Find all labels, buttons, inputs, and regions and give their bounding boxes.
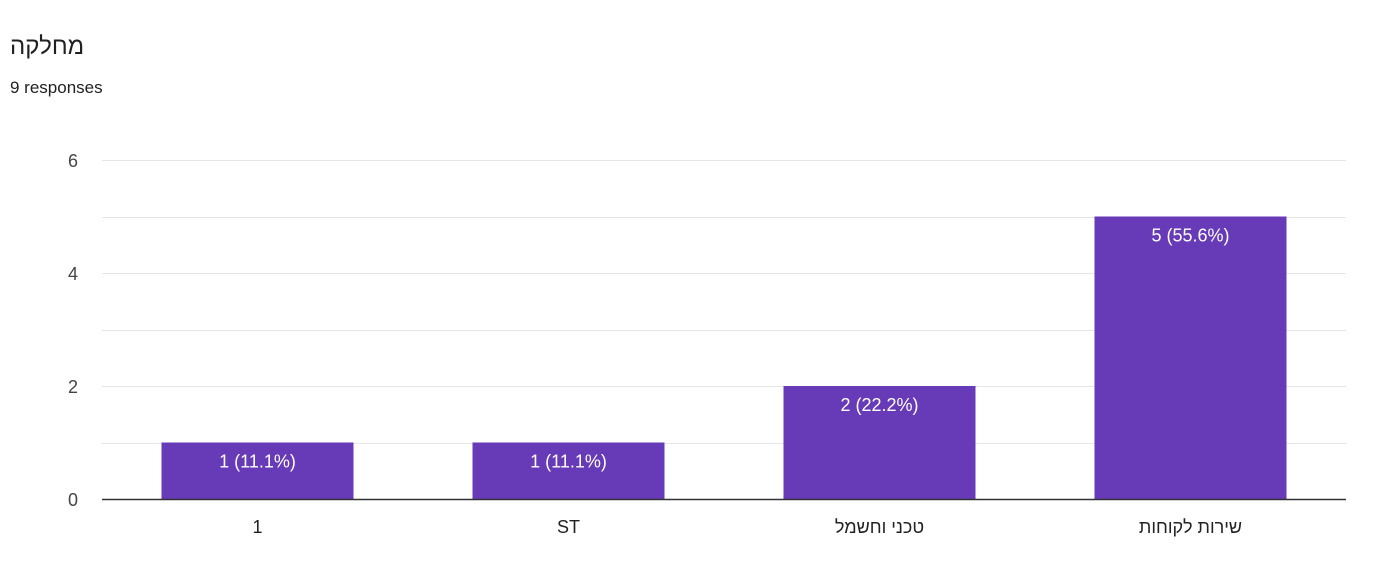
bar-data-label: 2 (22.2%) <box>840 395 918 415</box>
bar-data-label: 1 (11.1%) <box>219 452 296 472</box>
response-count: 9 responses <box>10 78 103 97</box>
bar-data-label: 5 (55.6%) <box>1151 226 1229 246</box>
y-tick-label: 2 <box>68 377 78 397</box>
y-tick-label: 6 <box>68 151 78 171</box>
x-category-label: ST <box>557 517 580 537</box>
bar <box>161 442 354 499</box>
bar <box>1094 216 1287 499</box>
x-category-label: 1 <box>252 517 262 537</box>
labels: 0 2 4 6 1 (11.1%) 1 1 (11.1%) ST 2 (22.2%) טכני ו… <box>68 151 1242 537</box>
bar <box>783 386 976 499</box>
y-tick-label: 0 <box>68 490 78 510</box>
x-category-label: טכני וחשמל <box>835 517 924 537</box>
bar-data-label: 1 (11.1%) <box>530 452 607 472</box>
x-category-label: שירות לקוחות <box>1139 517 1242 537</box>
bars <box>161 216 1287 499</box>
bar <box>472 442 665 499</box>
y-tick-label: 4 <box>68 264 78 284</box>
chart-title: מחלקה <box>10 33 85 60</box>
